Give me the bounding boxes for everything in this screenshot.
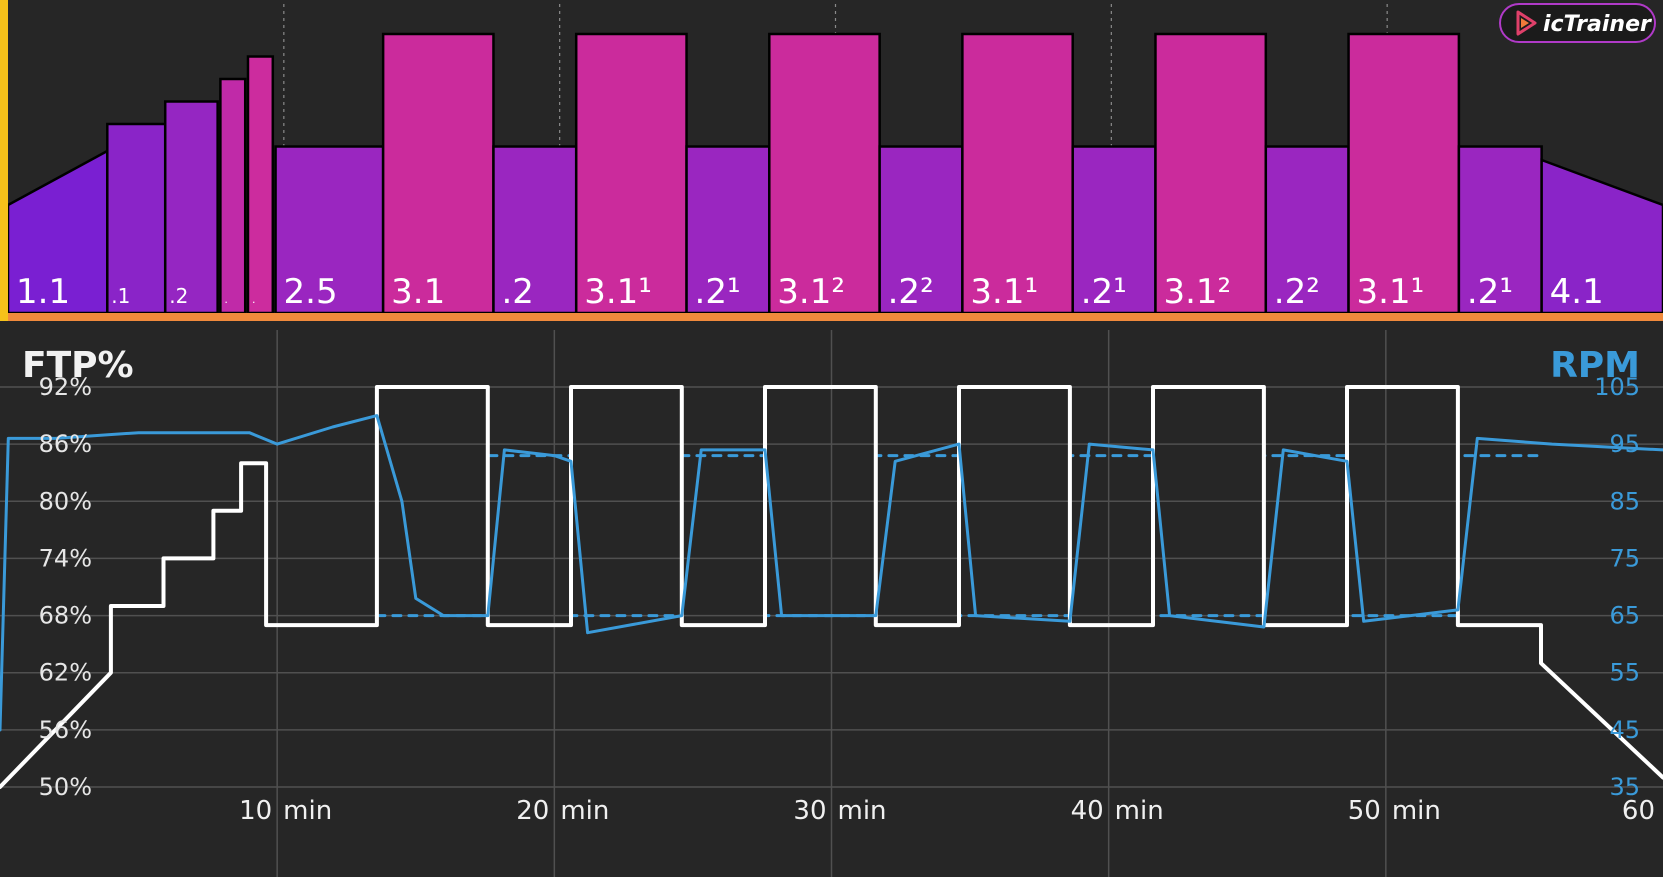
profile-segment-label: 3.1 [391,272,445,312]
profile-segment-label: .2¹ [695,272,741,312]
x-unit-label: min [560,796,609,826]
profile-segment-label: .2¹ [1467,272,1513,312]
profile-segment-label: 2.5 [284,272,338,312]
y-right-tick-label: 105 [1594,373,1640,401]
profile-segment-label: 3.1¹ [970,272,1038,312]
profile-segment-label: .2 [169,284,188,308]
brand-badge[interactable]: icTrainer [1499,3,1656,43]
chart-title-left: FTP% [22,345,134,386]
y-left-tick-label: 62% [39,659,92,687]
current-position-marker [0,0,8,321]
profile-segment-label: 3.1² [1163,272,1231,312]
workout-profile-chart: 1.1 .1 .2.. 2.5 3.1 .2 3.1¹ .2¹ 3.1² .2² 3.1¹ .2¹ 3.… [0,0,1663,330]
x-unit-label: min [283,796,332,826]
y-left-tick-label: 50% [39,773,92,801]
ftp-power-line [0,385,1663,789]
x-unit-label: min [1392,796,1441,826]
progress-bar [0,313,1663,321]
profile-segment-label: 1.1 [16,272,70,312]
y-left-tick-label: 68% [39,602,92,630]
y-left-tick-label: 74% [39,544,92,572]
y-right-tick-label: 35 [1609,773,1640,801]
y-right-tick-label: 55 [1609,659,1640,687]
y-left-tick-label: 92% [39,373,92,401]
y-right-tick-label: 95 [1609,430,1640,458]
rpm-cadence-line [0,414,1663,732]
y-right-tick-label: 75 [1609,544,1640,572]
profile-segment-label: 3.1¹ [584,272,652,312]
brand-name: icTrainer [1543,12,1652,37]
y-right-tick-label: 85 [1609,487,1640,515]
brand-badge-border [1499,3,1656,43]
x-tick-label: 60 [1622,796,1655,826]
x-tick-label: 50 [1348,796,1381,826]
profile-segment-label: . [252,293,256,306]
y-right-tick-label: 45 [1609,716,1640,744]
y-left-tick-label: 80% [39,487,92,515]
profile-segment-label: .2² [1274,272,1320,312]
x-tick-label: 10 [239,796,272,826]
x-tick-label: 20 [516,796,549,826]
x-unit-label: min [838,796,887,826]
profile-segment-label: . [224,293,228,306]
profile-segment-label: 3.1¹ [1357,272,1425,312]
profile-segment-label: .2 [501,272,533,312]
y-left-tick-label: 86% [39,430,92,458]
x-tick-label: 30 [793,796,826,826]
profile-segment-label: .1 [111,284,130,308]
profile-segment-label: 4.1 [1550,272,1604,312]
profile-segment[interactable] [219,77,247,315]
x-unit-label: min [1115,796,1164,826]
profile-segment-label: .2¹ [1081,272,1127,312]
x-tick-label: 40 [1071,796,1104,826]
y-left-tick-label: 56% [39,716,92,744]
profile-segment[interactable] [163,100,219,315]
profile-segment-label: 3.1² [777,272,845,312]
y-right-tick-label: 65 [1609,602,1640,630]
play-logo-icon [1516,10,1537,36]
profile-segment-label: .2² [888,272,934,312]
chart-title-right: RPM [1550,345,1640,386]
profile-segment[interactable] [246,55,275,315]
ftp-rpm-chart: 92% 86% 80% 74% 68% 62% 56% 50% 105 95 85 75 65 55 45 3… [0,330,1663,877]
